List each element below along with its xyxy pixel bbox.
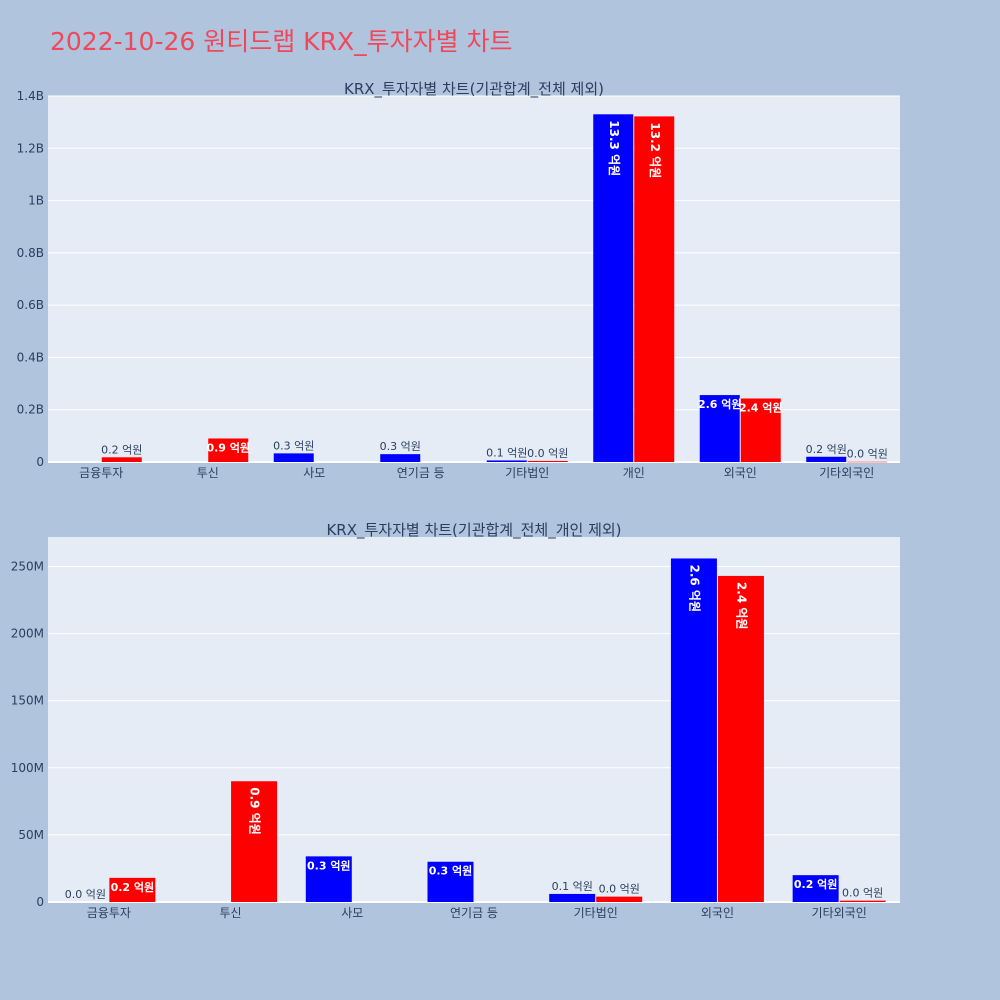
x-tick-label: 기타법인 (505, 466, 549, 480)
x-tick-label: 개인 (623, 466, 645, 480)
x-tick-label: 투신 (220, 906, 242, 920)
data-label: 0.9 억원 (248, 787, 262, 835)
data-label: 13.2 억원 (648, 122, 662, 178)
x-tick-label: 사모 (341, 906, 363, 920)
data-label: 0.0 억원 (527, 447, 568, 460)
bar (427, 861, 474, 902)
plot-area (48, 537, 900, 902)
x-tick-label: 사모 (303, 466, 325, 480)
y-tick-label: 0.6B (17, 298, 44, 312)
bar (792, 875, 839, 902)
y-tick-label: 1.4B (17, 89, 44, 103)
bar (740, 398, 781, 462)
page-title: 2022-10-26 원티드랩 KRX_투자자별 차트 (50, 27, 513, 56)
data-label: 0.0 억원 (842, 887, 883, 900)
x-tick-label: 기타외국인 (812, 906, 867, 920)
x-tick-label: 외국인 (701, 906, 734, 920)
y-tick-label: 1B (28, 194, 44, 208)
x-tick-label: 연기금 등 (450, 906, 498, 920)
x-tick-label: 기타외국인 (819, 466, 874, 480)
bar (670, 558, 717, 902)
data-label: 0.1 억원 (486, 446, 527, 459)
x-tick-label: 연기금 등 (397, 466, 445, 480)
data-label: 0.0 억원 (65, 888, 106, 901)
y-tick-label: 0.4B (17, 350, 44, 364)
bar (634, 116, 675, 463)
x-tick-label: 투신 (197, 466, 219, 480)
bar (806, 456, 847, 462)
data-label: 0.3 억원 (380, 440, 421, 453)
data-label: 0.0 억원 (847, 448, 888, 461)
data-label: 0.3 억원 (307, 858, 351, 872)
data-label: 2.6 억원 (687, 564, 701, 612)
y-tick-label: 1.2B (17, 141, 44, 155)
y-tick-label: 250M (11, 560, 44, 574)
data-label: 0.3 억원 (273, 439, 314, 452)
data-label: 0.2 억원 (101, 443, 142, 456)
chart-2: 0 50M 100M 150M 200M 250M KRX_투자자별 차트(기관합계_전체_… (11, 521, 900, 920)
data-label: 0.2 억원 (794, 877, 838, 891)
bar (847, 461, 888, 463)
x-tick-label: 금융투자 (79, 466, 123, 480)
x-tick-label: 기타법인 (574, 906, 618, 920)
bar (596, 896, 643, 902)
y-tick-label: 200M (11, 627, 44, 641)
bar (527, 460, 568, 462)
y-tick-label: 150M (11, 694, 44, 708)
y-tick-label: 50M (18, 828, 44, 842)
data-label: 0.0 억원 (599, 883, 640, 896)
bar (273, 453, 314, 462)
x-tick-label: 외국인 (724, 466, 757, 480)
bar (109, 877, 156, 902)
chart-1: 0 0.2B 0.4B 0.6B 0.8B 1B 1.2B 1.4B KRX_투자자별 차트(기… (17, 80, 900, 480)
bar (717, 575, 764, 902)
bar (101, 457, 142, 462)
y-tick-label: 0.2B (17, 403, 44, 417)
data-label: 0.3 억원 (429, 864, 473, 878)
bar (380, 454, 421, 462)
x-tick-label: 금융투자 (87, 906, 131, 920)
data-label: 0.9 억원 (206, 440, 250, 454)
data-label: 2.4 억원 (734, 582, 748, 630)
data-label: 13.3 억원 (607, 120, 621, 176)
bar (486, 460, 527, 462)
y-tick-label: 0.8B (17, 246, 44, 260)
data-label: 0.1 억원 (552, 880, 593, 893)
y-tick-label: 0 (36, 895, 44, 909)
bar (231, 781, 278, 902)
bar (305, 856, 352, 902)
data-label: 0.2 억원 (111, 880, 155, 894)
y-tick-label: 0 (36, 455, 44, 469)
bar (208, 438, 249, 462)
chart-title: KRX_투자자별 차트(기관합계_전체_개인 제외) (326, 521, 621, 540)
y-tick-label: 100M (11, 761, 44, 775)
data-label: 2.6 억원 (698, 397, 742, 411)
bar (549, 893, 596, 902)
chart-title: KRX_투자자별 차트(기관합계_전체 제외) (344, 80, 604, 99)
bar (593, 114, 634, 463)
data-label: 2.4 억원 (739, 400, 783, 414)
bar (699, 395, 740, 462)
bar (839, 900, 886, 902)
data-label: 0.2 억원 (806, 443, 847, 456)
